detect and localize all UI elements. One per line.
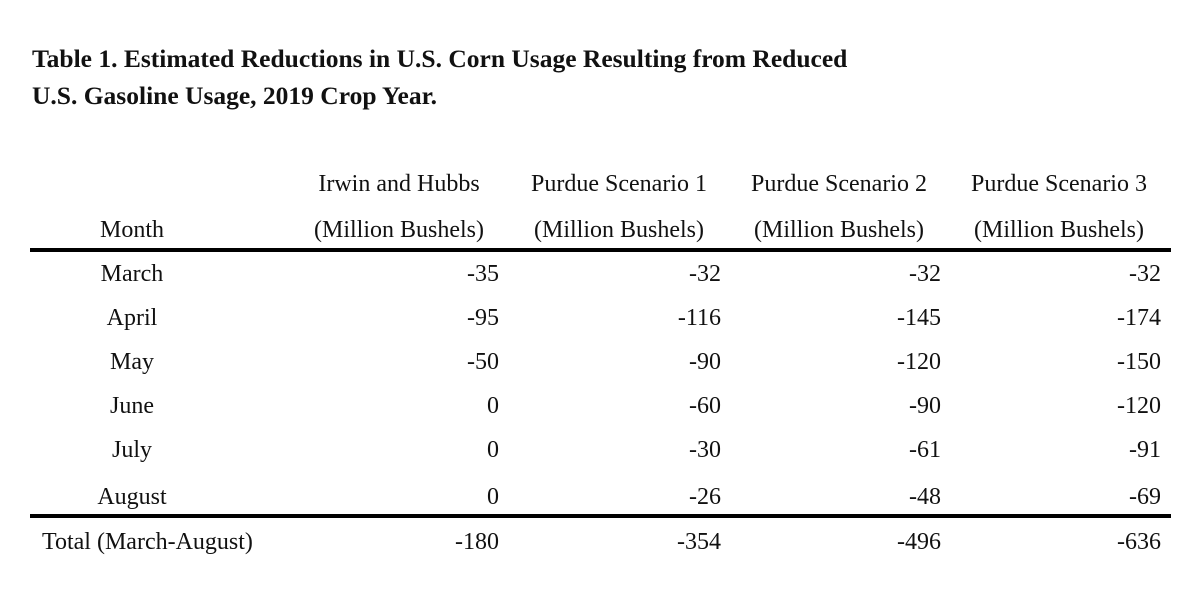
row-value-purdue-1: -60 <box>689 393 721 419</box>
header-irwin-hubbs: Irwin and Hubbs <box>318 171 480 197</box>
row-value-purdue-2: -61 <box>909 437 941 463</box>
header-divider-rule <box>30 248 1171 252</box>
row-month: July <box>111 437 152 463</box>
row-value-purdue-3: -150 <box>1117 349 1161 375</box>
total-label: Total (March-August) <box>42 529 253 555</box>
header-purdue-scenario-2: Purdue Scenario 2 <box>751 171 927 197</box>
total-divider-rule <box>30 514 1171 518</box>
table-title-line-2: U.S. Gasoline Usage, 2019 Crop Year. <box>32 81 437 110</box>
row-value-purdue-2: -32 <box>909 261 941 287</box>
row-value-purdue-3: -174 <box>1117 305 1161 331</box>
row-value-purdue-1: -30 <box>689 437 721 463</box>
row-value-purdue-3: -120 <box>1117 393 1161 419</box>
row-month: May <box>110 349 154 375</box>
total-value-purdue-1: -354 <box>677 529 721 555</box>
row-value-purdue-2: -48 <box>909 484 941 510</box>
total-value-irwin-hubbs: -180 <box>455 529 499 555</box>
table-title: Table 1. Estimated Reductions in U.S. Co… <box>32 40 1132 114</box>
row-month: June <box>110 393 154 419</box>
row-month: August <box>97 484 167 510</box>
header-purdue-scenario-1: Purdue Scenario 1 <box>531 171 707 197</box>
row-value-purdue-1: -90 <box>689 349 721 375</box>
row-month: March <box>100 261 164 287</box>
row-value-purdue-2: -145 <box>897 305 941 331</box>
row-value-purdue-1: -26 <box>689 484 721 510</box>
row-value-purdue-2: -90 <box>909 393 941 419</box>
row-value-purdue-1: -32 <box>689 261 721 287</box>
row-value-purdue-3: -32 <box>1129 261 1161 287</box>
row-value-purdue-3: -69 <box>1129 484 1161 510</box>
table-title-line-1: Table 1. Estimated Reductions in U.S. Co… <box>32 44 848 73</box>
row-value-irwin-hubbs: -50 <box>467 349 499 375</box>
row-value-purdue-1: -116 <box>677 305 721 331</box>
header-unit-irwin-hubbs: (Million Bushels) <box>313 217 484 243</box>
header-unit-purdue-3: (Million Bushels) <box>973 217 1144 243</box>
row-value-purdue-2: -120 <box>897 349 941 375</box>
row-value-irwin-hubbs: 0 <box>487 393 499 419</box>
row-value-irwin-hubbs: -35 <box>467 261 499 287</box>
header-purdue-scenario-3: Purdue Scenario 3 <box>971 171 1147 197</box>
row-value-purdue-3: -91 <box>1129 437 1161 463</box>
row-value-irwin-hubbs: -95 <box>467 305 499 331</box>
total-value-purdue-3: -636 <box>1117 529 1161 555</box>
header-unit-purdue-1: (Million Bushels) <box>533 217 704 243</box>
total-value-purdue-2: -496 <box>897 529 941 555</box>
row-value-irwin-hubbs: 0 <box>487 437 499 463</box>
header-unit-purdue-2: (Million Bushels) <box>753 217 924 243</box>
header-month: Month <box>99 217 164 243</box>
row-month: April <box>106 305 158 331</box>
row-value-irwin-hubbs: 0 <box>487 484 499 510</box>
